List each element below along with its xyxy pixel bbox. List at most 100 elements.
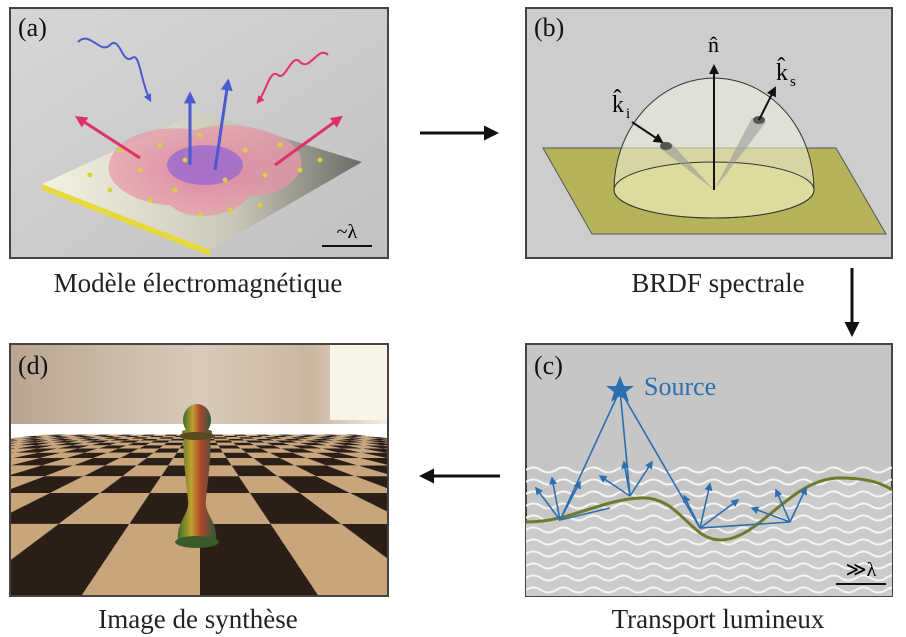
panel-label: (c) (534, 351, 563, 380)
board-square (105, 458, 147, 466)
board-square (222, 434, 236, 436)
board-square (212, 437, 228, 439)
scale-label: ~λ (337, 221, 358, 243)
board-square (45, 465, 106, 477)
scattered-label: k̂ (776, 57, 788, 86)
board-square (384, 452, 388, 454)
board-square (421, 465, 510, 476)
board-square (454, 453, 520, 458)
board-square (440, 458, 516, 465)
board-square (314, 437, 338, 439)
wave-line (526, 490, 892, 498)
board-square (218, 445, 241, 449)
board-square (444, 449, 500, 453)
board-square (40, 452, 85, 458)
board-square (263, 465, 317, 477)
board-square (145, 442, 168, 446)
board-square (255, 434, 272, 436)
light-paths (535, 389, 807, 529)
board-square (320, 440, 348, 443)
board-square (389, 465, 470, 476)
board-square (35, 438, 63, 441)
incident-arrow (631, 121, 664, 144)
board-square (254, 445, 282, 449)
board-square (276, 437, 297, 439)
board-square (223, 452, 254, 458)
particles (87, 132, 323, 218)
scattered-arrow (213, 78, 233, 171)
board-square (337, 438, 365, 441)
board-square (311, 434, 331, 436)
panel-b: n̂ k̂ i k̂ s (b) (525, 7, 893, 259)
board-square (59, 435, 82, 438)
scattered-arrow (274, 115, 343, 167)
board-square (277, 434, 296, 436)
board-square (10, 440, 35, 443)
board-square (52, 440, 80, 443)
board-square (268, 438, 290, 441)
board-square (10, 458, 67, 466)
board-square (98, 445, 128, 449)
scattered-arrow (758, 86, 776, 121)
board-square (152, 434, 167, 436)
scattered-arrow (74, 116, 141, 160)
board-square (365, 437, 388, 439)
board-square (38, 448, 78, 453)
board-square (118, 445, 146, 449)
board-square (20, 438, 49, 441)
board-square (153, 448, 180, 453)
board-square (65, 438, 90, 441)
board-square (10, 493, 50, 513)
board-square (37, 445, 73, 449)
board-square (36, 442, 69, 446)
board-square (305, 440, 332, 443)
board-square (413, 458, 484, 465)
board-square (342, 435, 366, 438)
board-square (85, 435, 105, 438)
board-square (300, 434, 319, 436)
board-square (10, 452, 39, 458)
board-square (10, 438, 35, 441)
board-square (146, 452, 177, 458)
board-square (394, 476, 500, 493)
board-square (265, 442, 291, 446)
pawn (175, 404, 219, 548)
board-square (400, 445, 444, 448)
board-square (381, 445, 388, 447)
board-square (117, 440, 140, 443)
board-square (200, 476, 250, 493)
board-square (20, 437, 47, 439)
board-square (295, 435, 315, 438)
caption: BRDF spectrale (631, 268, 804, 298)
board-square (226, 458, 264, 466)
board-square (344, 434, 367, 436)
board-square (380, 442, 388, 444)
board-square (101, 440, 125, 443)
board-square (57, 445, 91, 449)
board-square (290, 445, 323, 449)
board-square (128, 434, 145, 436)
panel-a: ~λ (a) (9, 7, 389, 259)
board-square (363, 445, 388, 449)
board-square (136, 435, 153, 438)
caption: Image de synthèse (98, 604, 297, 634)
panel-d: (d) (9, 343, 520, 597)
cone-cap (660, 142, 672, 150)
board-square (211, 435, 226, 438)
board-square (134, 440, 155, 443)
board-square (292, 452, 334, 458)
board-square (16, 445, 55, 449)
board-square (72, 442, 102, 446)
board-square (362, 448, 388, 453)
board-square (109, 442, 135, 446)
board-square (249, 442, 273, 446)
board-square (347, 442, 382, 446)
board-square (383, 448, 388, 450)
board-square (240, 448, 270, 453)
board-square (357, 465, 388, 475)
board-square (281, 448, 316, 453)
board-square (345, 445, 384, 449)
board-square (327, 445, 363, 449)
board-square (130, 448, 160, 453)
